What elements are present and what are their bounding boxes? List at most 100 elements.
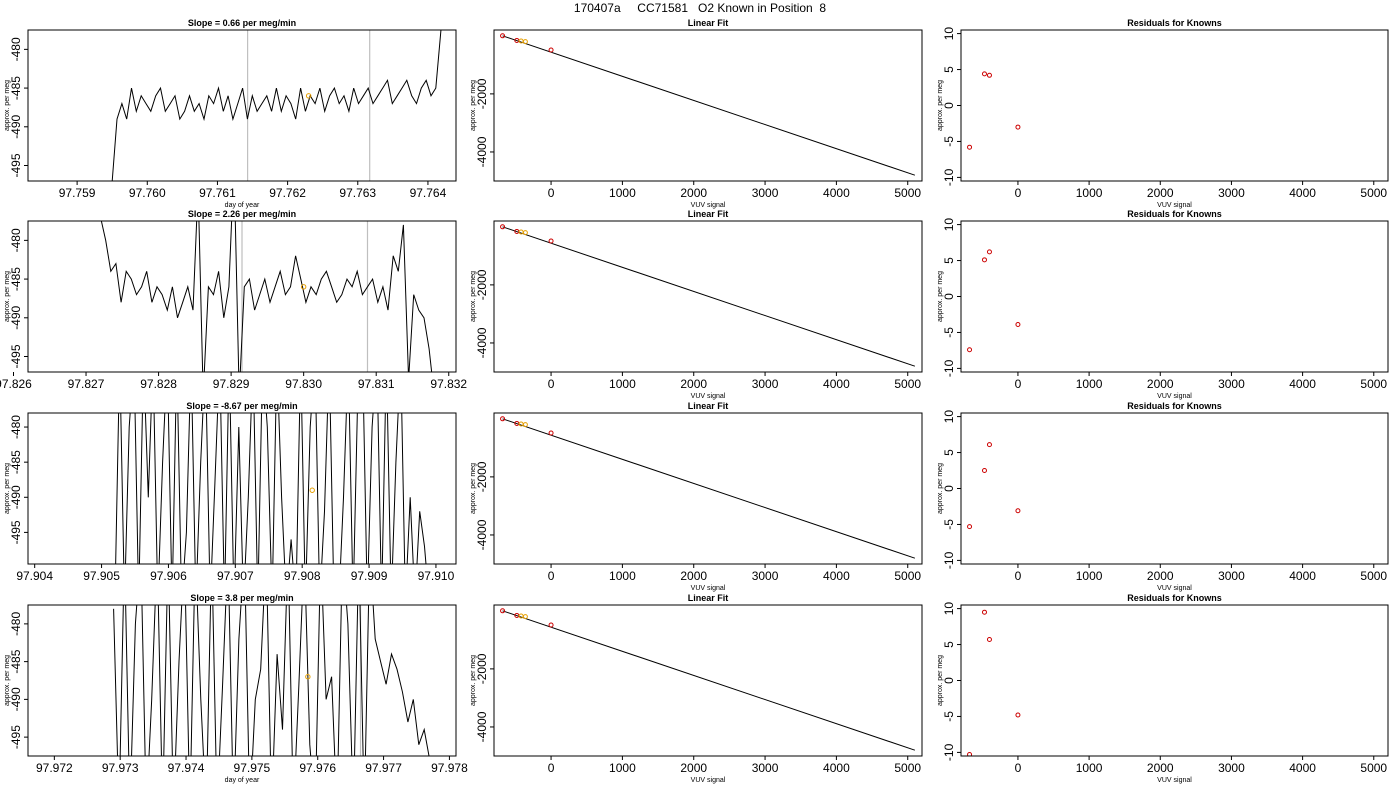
x-tick-label: 97.974: [168, 761, 205, 775]
x-axis-label: VUV signal: [691, 777, 726, 784]
axes-frame: [27, 412, 457, 565]
y-axis-label: approx. per meg: [470, 80, 477, 131]
y-axis-label: approx. per meg: [470, 271, 477, 322]
plot-area: [500, 416, 916, 559]
x-tick-label: 97.908: [284, 569, 321, 583]
data-trace: [115, 413, 427, 564]
data-point: [986, 442, 992, 448]
x-tick-label: 97.975: [234, 761, 271, 775]
y-tick-label: -4000: [475, 327, 489, 358]
x-tick-label: 97.904: [16, 569, 53, 583]
y-axis-label: approx. per meg: [4, 271, 11, 322]
x-tick-label: 2000: [1147, 186, 1174, 200]
data-trace: [113, 605, 430, 756]
y-tick-label: 5: [942, 257, 956, 264]
y-tick-label: -4000: [475, 519, 489, 550]
x-tick-label: 97.978: [431, 761, 468, 775]
x-tick-label: 4000: [823, 569, 850, 583]
data-point: [548, 622, 554, 628]
x-tick-label: 97.762: [269, 186, 306, 200]
y-tick-label: 0: [942, 102, 956, 109]
data-point: [548, 430, 554, 436]
x-tick-label: 97.763: [339, 186, 376, 200]
x-axis-label: VUV signal: [1157, 777, 1192, 784]
data-trace: [100, 221, 433, 372]
data-point: [967, 347, 973, 353]
fit-line: [502, 226, 916, 367]
data-point: [500, 416, 506, 422]
x-tick-label: 2000: [1147, 761, 1174, 775]
x-tick-label: 97.829: [213, 377, 250, 391]
plot-area: [967, 442, 1021, 530]
panel-title: Linear Fit: [688, 209, 729, 219]
plot-area: [113, 605, 430, 756]
x-tick-label: 97.761: [199, 186, 236, 200]
data-point: [522, 614, 528, 620]
y-tick-label: -480: [9, 37, 23, 61]
panel-title: Slope = 3.8 per meg/min: [190, 593, 293, 603]
y-tick-label: -495: [9, 344, 23, 368]
panel-title: Residuals for Knowns: [1127, 209, 1222, 219]
data-point: [981, 468, 987, 474]
x-tick-label: 1000: [609, 377, 636, 391]
x-axis-label: VUV signal: [691, 393, 726, 400]
panel-title: Linear Fit: [688, 593, 729, 603]
data-point: [986, 637, 992, 643]
plot-area: [100, 221, 433, 372]
y-tick-label: -2000: [475, 461, 489, 492]
x-tick-label: 97.977: [365, 761, 402, 775]
panel-title: Residuals for Knowns: [1127, 401, 1222, 411]
x-tick-label: 97.909: [351, 569, 388, 583]
y-tick-label: -480: [9, 228, 23, 252]
y-tick-label: -5: [942, 136, 956, 147]
x-axis-label: day of year: [225, 777, 260, 784]
x-tick-label: 5000: [894, 569, 921, 583]
y-tick-label: 0: [942, 293, 956, 300]
x-tick-label: 97.910: [418, 569, 455, 583]
data-point: [522, 422, 528, 428]
y-axis-label: approx. per meg: [937, 271, 944, 322]
plot-area: [500, 608, 916, 751]
y-tick-label: -10: [942, 168, 956, 186]
x-tick-label: 97.972: [36, 761, 73, 775]
panel-title: Linear Fit: [688, 401, 729, 411]
x-tick-label: 3000: [1218, 186, 1245, 200]
y-tick-label: -480: [9, 612, 23, 636]
data-point: [522, 39, 528, 45]
y-tick-label: -485: [9, 450, 23, 474]
y-tick-label: 0: [942, 485, 956, 492]
x-tick-label: 4000: [1289, 377, 1316, 391]
panel-residuals-3: Residuals for Knowns 0 1000 2000 3000 4000 500…: [937, 401, 1389, 592]
x-tick-label: 2000: [680, 761, 707, 775]
data-point: [967, 524, 973, 530]
x-tick-label: 5000: [1360, 377, 1387, 391]
axes-frame: [493, 604, 923, 757]
x-axis-label: VUV signal: [1157, 585, 1192, 592]
y-tick-label: 0: [942, 677, 956, 684]
data-point: [522, 230, 528, 236]
known-point-marker: [305, 674, 311, 680]
y-axis-label: approx. per meg: [4, 655, 11, 706]
y-tick-label: 10: [942, 602, 956, 616]
x-tick-label: 1000: [1076, 761, 1103, 775]
y-tick-label: 5: [942, 641, 956, 648]
data-point: [1015, 322, 1021, 328]
x-tick-label: 2000: [1147, 569, 1174, 583]
y-tick-label: -485: [9, 649, 23, 673]
known-point-marker: [300, 284, 307, 290]
x-tick-label: 5000: [1360, 761, 1387, 775]
y-tick-label: 5: [942, 66, 956, 73]
x-tick-label: 97.973: [102, 761, 139, 775]
data-point: [1015, 508, 1021, 514]
y-axis-label: approx. per meg: [937, 655, 944, 706]
panel-linearfit-2: Linear Fit 0 1000 2000 3000 4000 5000 -4000 -200…: [470, 209, 923, 400]
y-tick-label: 10: [942, 218, 956, 232]
x-tick-label: 4000: [1289, 761, 1316, 775]
x-tick-label: 4000: [823, 761, 850, 775]
y-tick-label: -495: [9, 520, 23, 544]
axes-frame: [960, 604, 1389, 757]
x-axis-label: VUV signal: [1157, 202, 1192, 209]
fit-line: [502, 418, 916, 559]
x-tick-label: 2000: [680, 186, 707, 200]
panel-linearfit-1: Linear Fit 0 1000 2000 3000 4000 5000 -4000 -200…: [470, 18, 923, 209]
